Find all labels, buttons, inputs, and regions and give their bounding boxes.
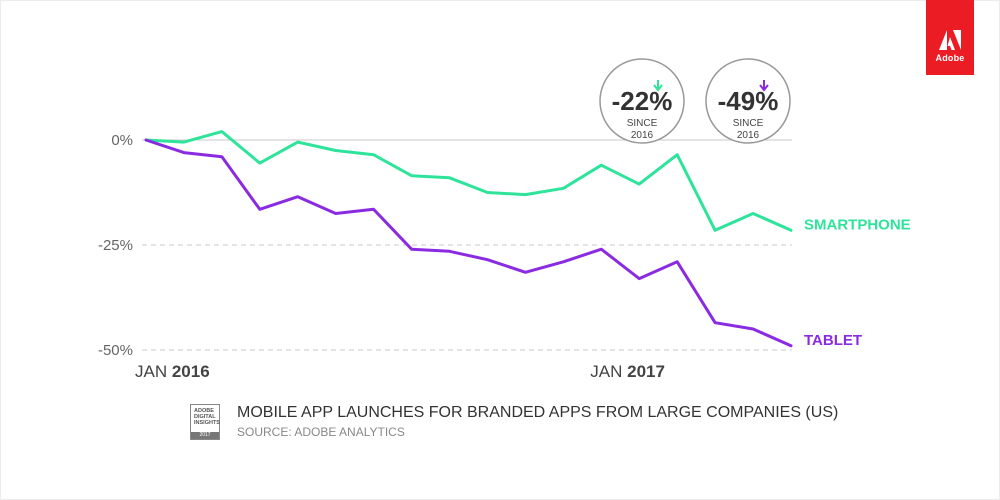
series-label-tablet: TABLET — [804, 332, 862, 349]
adobe-logo: Adobe — [926, 0, 974, 75]
x-tick-year: 2016 — [172, 362, 210, 381]
x-tick-label: JAN 2017 — [590, 362, 665, 381]
x-tick-month: JAN — [590, 362, 627, 381]
icon-year: 2017 — [191, 432, 219, 439]
x-tick-label: JAN 2016 — [135, 362, 210, 381]
badge-value: -49% — [718, 86, 779, 116]
y-tick-label: 0% — [111, 132, 133, 149]
adobe-a-icon — [939, 30, 961, 50]
x-tick-month: JAN — [135, 362, 172, 381]
badge-since: SINCE — [733, 118, 764, 129]
down-arrow-icon — [759, 84, 769, 92]
icon-line-2: DIGITAL — [194, 414, 216, 420]
badge-year: 2016 — [737, 130, 760, 141]
adobe-digital-insights-icon: ADOBE DIGITAL INSIGHTS 2017 — [190, 404, 220, 440]
y-tick-label: -25% — [98, 237, 133, 254]
adobe-logo-text: Adobe — [935, 53, 965, 63]
icon-line-1: ADOBE — [194, 408, 214, 414]
chart-title: MOBILE APP LAUNCHES FOR BRANDED APPS FRO… — [237, 404, 839, 421]
badge-since: SINCE — [627, 118, 658, 129]
series-label-smartphone: SMARTPHONE — [804, 216, 911, 233]
icon-line-3: INSIGHTS — [194, 420, 220, 426]
change-badge — [599, 58, 685, 144]
down-arrow-icon — [653, 84, 663, 92]
change-badge — [705, 58, 791, 144]
badge-value: -22% — [612, 86, 673, 116]
y-tick-label: -50% — [98, 342, 133, 359]
badge-year: 2016 — [631, 130, 654, 141]
x-tick-year: 2017 — [627, 362, 665, 381]
series-line-tablet — [144, 138, 793, 348]
line-chart: 0%-25%-50%JAN 2016 JAN 2017SMARTPHONETABL… — [98, 58, 911, 381]
chart-source: SOURCE: ADOBE ANALYTICS — [237, 425, 405, 439]
series-line-smartphone — [144, 130, 793, 232]
